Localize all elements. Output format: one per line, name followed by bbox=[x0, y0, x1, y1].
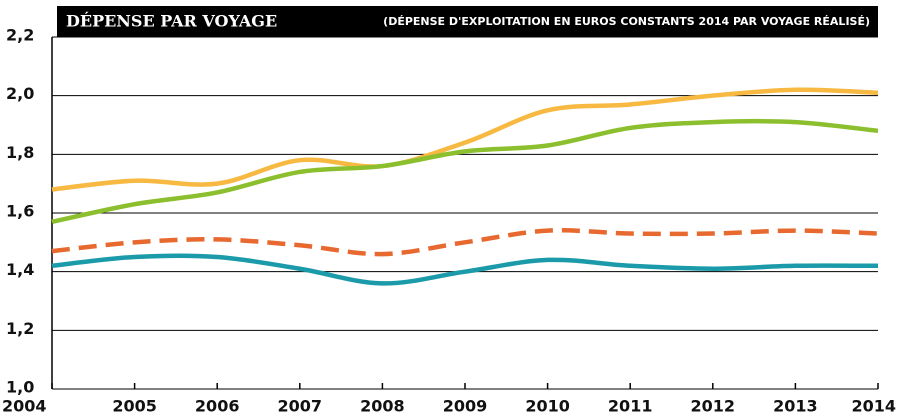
x-tick-label: 2008 bbox=[360, 397, 405, 416]
y-tick-label: 1,2 bbox=[6, 319, 34, 338]
y-tick-label: 2,2 bbox=[6, 26, 34, 45]
y-tick-label: 1,8 bbox=[6, 143, 34, 162]
x-tick-label: 2010 bbox=[525, 397, 570, 416]
x-tick-label: 2006 bbox=[195, 397, 240, 416]
title-bar bbox=[57, 6, 878, 37]
x-tick-label: 2004 bbox=[2, 397, 47, 416]
x-tick-label: 2005 bbox=[112, 397, 157, 416]
y-tick-label: 1,4 bbox=[6, 260, 34, 279]
x-tick-label: 2007 bbox=[278, 397, 323, 416]
y-tick-label: 1,0 bbox=[6, 378, 34, 397]
y-tick-label: 2,0 bbox=[6, 84, 34, 103]
x-tick-label: 2013 bbox=[773, 397, 818, 416]
x-tick-label: 2009 bbox=[443, 397, 488, 416]
series-line bbox=[51, 118, 879, 225]
x-tick-label: 2011 bbox=[608, 397, 653, 416]
y-tick-label: 1,6 bbox=[6, 202, 34, 221]
chart-subtitle: (DÉPENSE D'EXPLOITATION EN EUROS CONSTAN… bbox=[383, 15, 870, 28]
chart-title: DÉPENSE PAR VOYAGE bbox=[66, 11, 277, 31]
series-line bbox=[51, 228, 879, 257]
series-line bbox=[51, 87, 879, 192]
series-line bbox=[51, 253, 879, 286]
x-tick-label: 2014 bbox=[851, 397, 896, 416]
x-tick-label: 2012 bbox=[691, 397, 736, 416]
